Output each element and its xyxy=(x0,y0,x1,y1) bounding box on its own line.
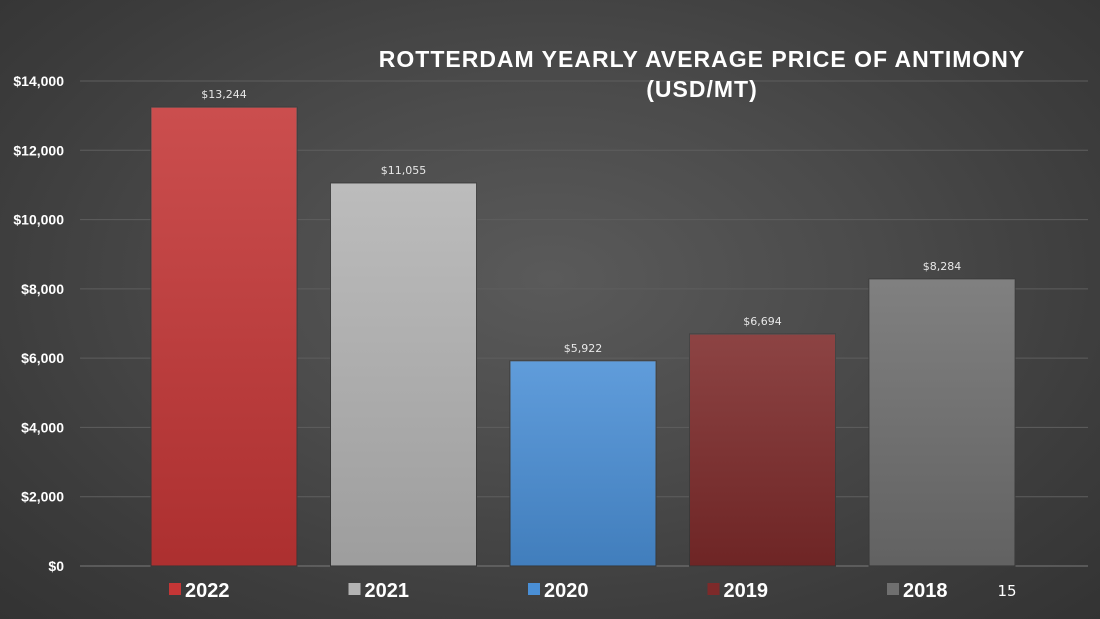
legend-swatch-2018 xyxy=(887,583,899,595)
legend-label-2021: 2021 xyxy=(365,580,410,602)
bar-shading xyxy=(689,334,836,566)
y-tick-label: $8,000 xyxy=(21,281,64,297)
bar-shading xyxy=(151,107,297,566)
data-label-2018: $8,284 xyxy=(923,260,962,273)
legend-label-2020: 2020 xyxy=(544,580,589,602)
y-tick-label: $4,000 xyxy=(21,419,64,435)
y-tick-label: $12,000 xyxy=(13,142,64,158)
bar-shading xyxy=(330,183,477,567)
legend-label-2018: 2018 xyxy=(903,580,948,602)
bar-shading xyxy=(869,279,1015,566)
data-label-2020: $5,922 xyxy=(564,342,603,355)
y-axis-tick-labels: $0 $2,000 $4,000 $6,000 $8,000 $10,000 $12,000… xyxy=(13,73,64,574)
legend-swatch-2021 xyxy=(348,583,361,595)
page-number: 15 xyxy=(997,582,1016,600)
y-tick-label: $0 xyxy=(48,558,64,574)
legend-swatch-2019 xyxy=(707,583,720,595)
y-tick-label: $6,000 xyxy=(21,350,64,366)
chart-title-line-2: (USD/MT) xyxy=(646,76,757,102)
y-tick-label: $2,000 xyxy=(21,489,64,505)
data-label-2021: $11,055 xyxy=(381,164,427,177)
legend-label-2022: 2022 xyxy=(185,580,230,602)
legend: 2022 2021 2020 2019 2018 xyxy=(169,580,948,602)
data-label-2019: $6,694 xyxy=(743,315,782,328)
data-labels: $13,244 $11,055 $5,922 $6,694 $8,284 xyxy=(201,88,961,355)
chart-title: ROTTERDAM YEARLY AVERAGE PRICE OF ANTIMO… xyxy=(379,46,1025,102)
y-tick-label: $10,000 xyxy=(13,212,64,228)
legend-label-2019: 2019 xyxy=(724,580,769,602)
bar-shading xyxy=(510,360,656,566)
data-label-2022: $13,244 xyxy=(201,88,247,101)
legend-swatch-2020 xyxy=(528,583,540,595)
bars xyxy=(150,106,1016,567)
chart-title-line-1: ROTTERDAM YEARLY AVERAGE PRICE OF ANTIMO… xyxy=(379,46,1025,72)
y-tick-label: $14,000 xyxy=(13,73,64,89)
legend-swatch-2022 xyxy=(169,583,181,595)
